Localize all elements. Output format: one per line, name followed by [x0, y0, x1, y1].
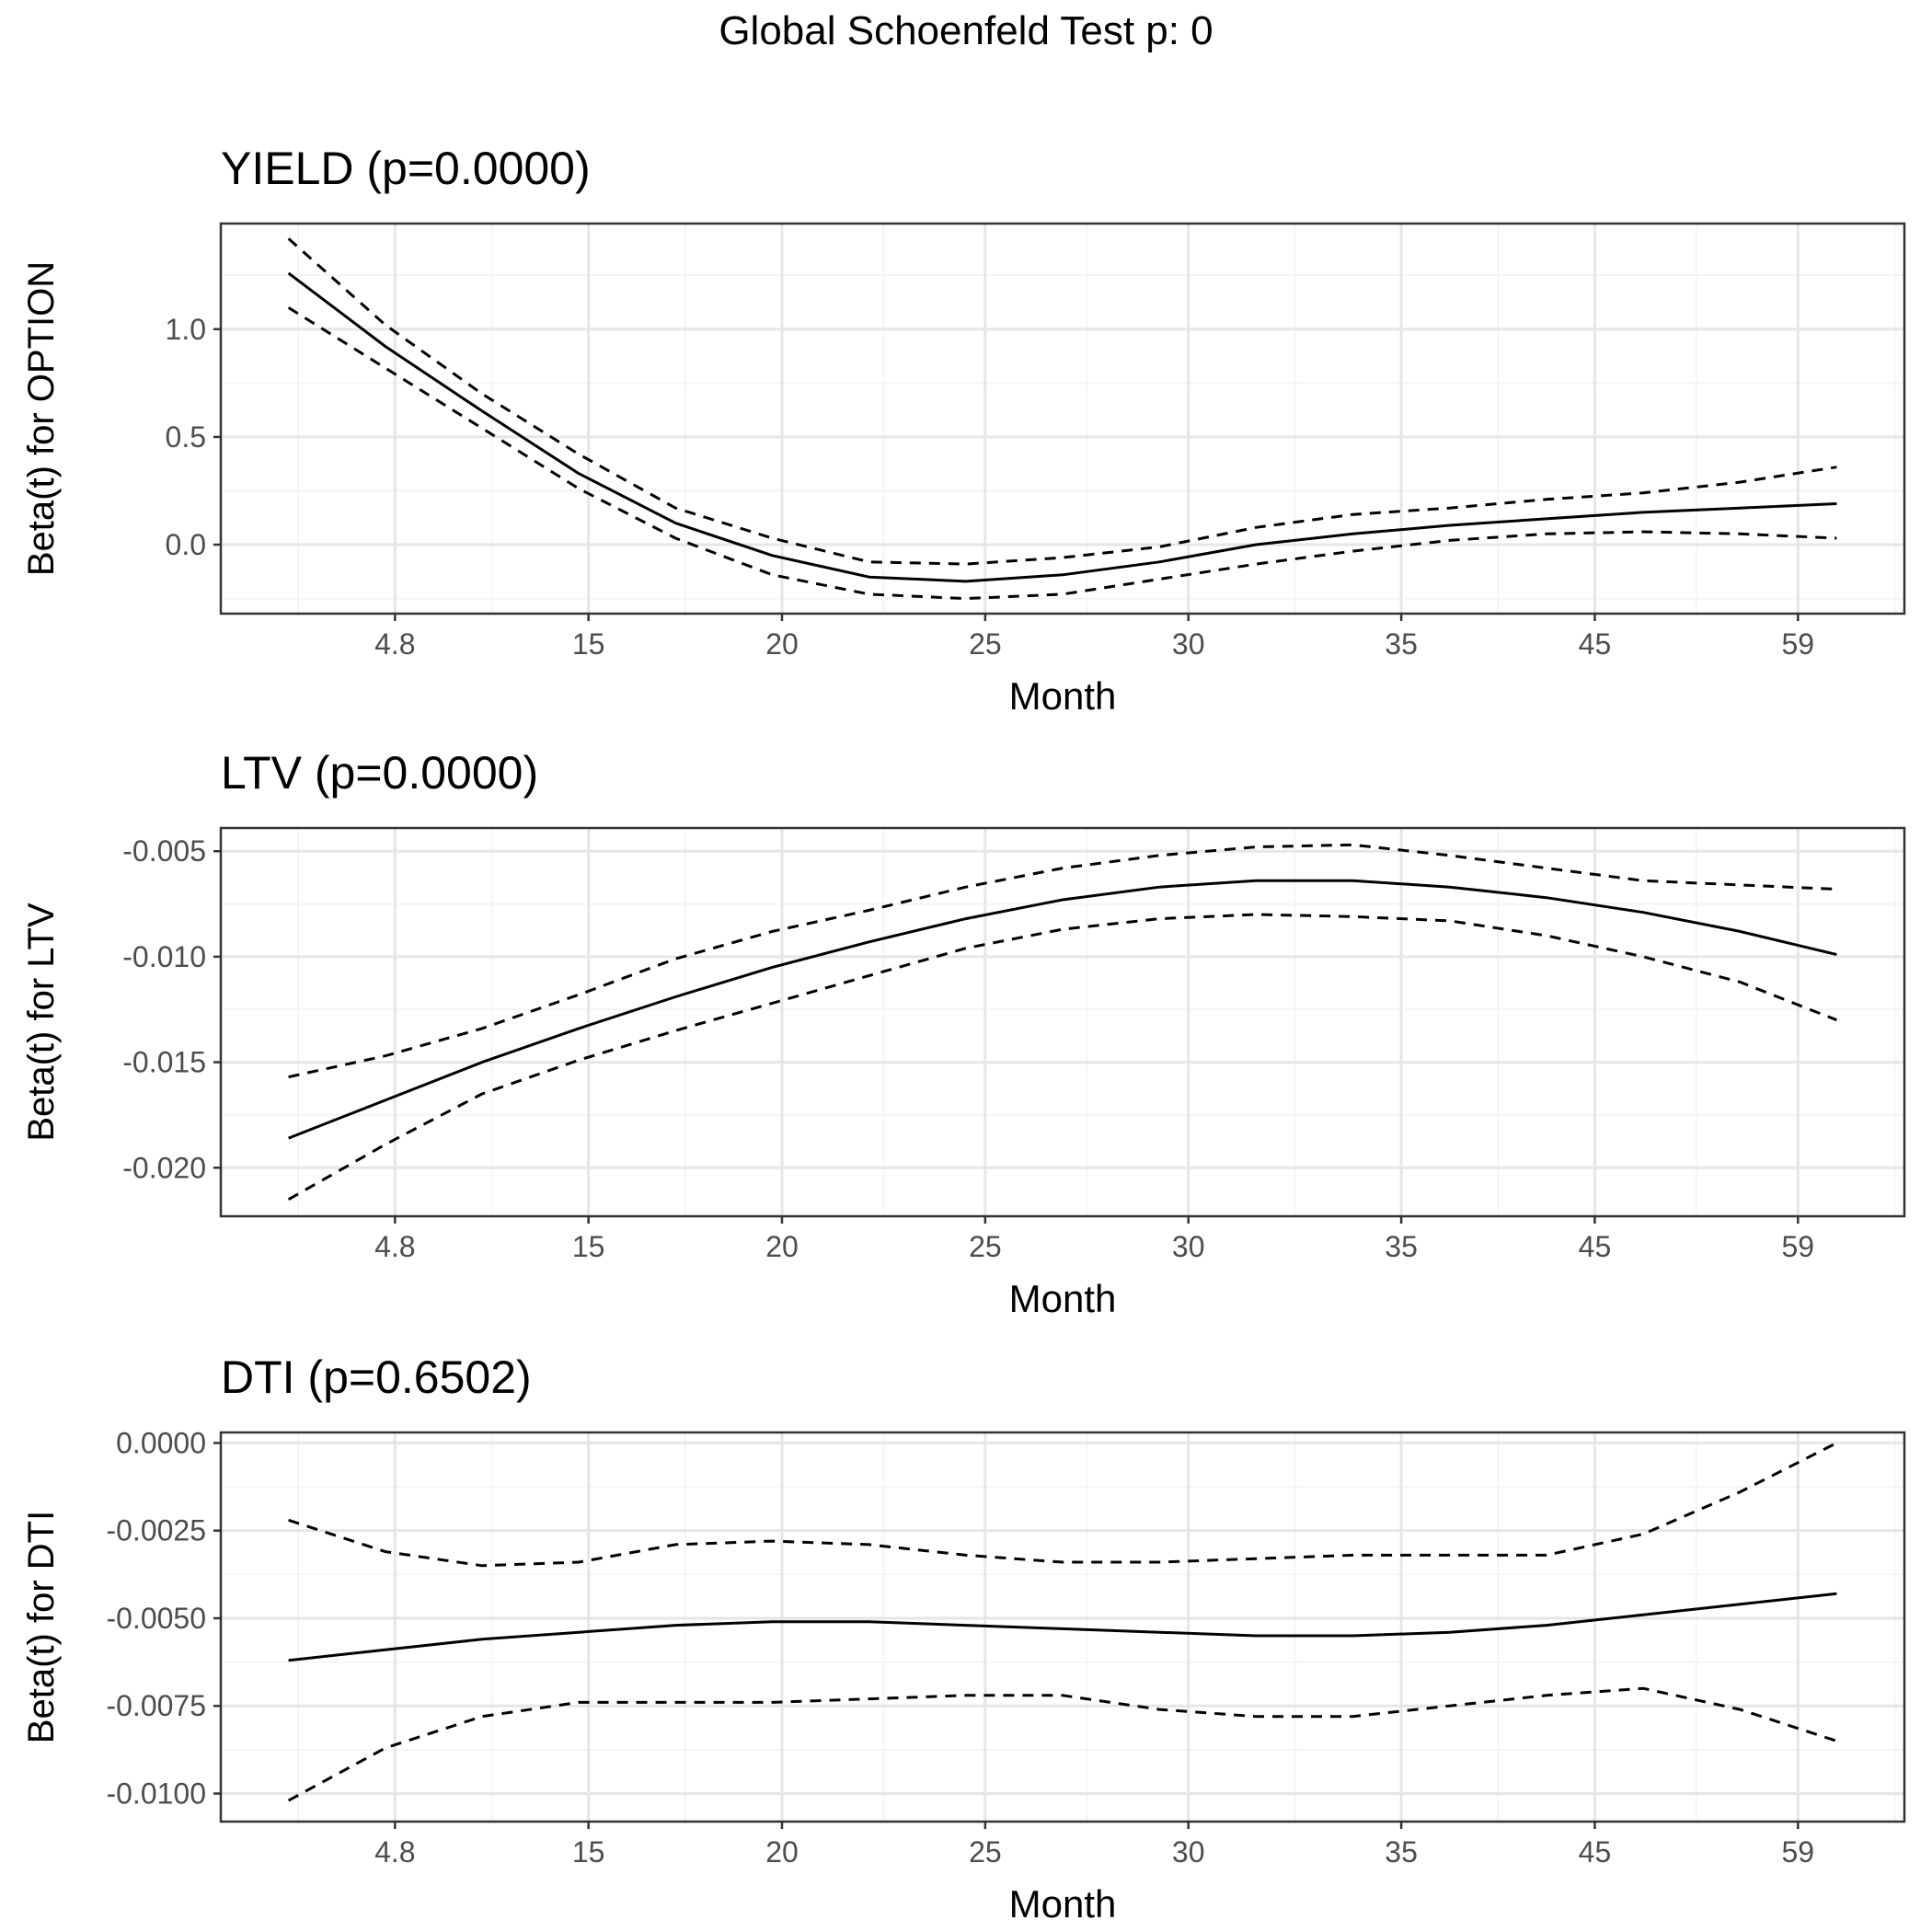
- x-tick-label: 4.8: [374, 627, 415, 661]
- y-tick-label: -0.0075: [106, 1689, 206, 1722]
- y-tick-label: 1.0: [166, 313, 206, 346]
- y-tick-label: -0.0025: [106, 1514, 206, 1547]
- panel-title-yield: YIELD (p=0.0000): [221, 143, 591, 194]
- y-tick-label: 0.0000: [116, 1426, 206, 1459]
- plot-background: [221, 1432, 1904, 1822]
- x-tick-label: 4.8: [374, 1835, 415, 1869]
- y-tick-label: -0.015: [122, 1046, 206, 1079]
- panel-border: [219, 222, 1906, 615]
- panel-border: [219, 826, 1906, 1218]
- x-tick-label: 15: [572, 1230, 605, 1263]
- series-line-upper: [288, 843, 1837, 1079]
- x-axis-label: Month: [1009, 1277, 1117, 1320]
- x-tick-label: 30: [1172, 1835, 1205, 1869]
- panel-border: [219, 1431, 1906, 1823]
- y-tick-label: -0.010: [122, 940, 206, 973]
- panel-dti: DTI (p=0.6502) -0.0100 -0.0075 -0.0050 -0.00…: [21, 1351, 1906, 1926]
- y-tick-label: -0.0050: [106, 1602, 206, 1635]
- y-tick-label: -0.020: [122, 1151, 206, 1184]
- x-tick-label: 25: [969, 627, 1002, 661]
- x-tick-label: 59: [1782, 1230, 1815, 1263]
- panel-title-dti: DTI (p=0.6502): [221, 1351, 532, 1403]
- x-tick-label: 15: [572, 627, 605, 661]
- x-tick-label: 59: [1782, 627, 1815, 661]
- series-line-estimate: [288, 879, 1837, 1140]
- x-tick-label: 25: [969, 1835, 1002, 1869]
- x-tick-label: 45: [1579, 1835, 1612, 1869]
- figure-title: Global Schoenfeld Test p: 0: [719, 8, 1213, 53]
- panel-title-ltv: LTV (p=0.0000): [221, 747, 538, 799]
- x-tick-label: 20: [765, 1835, 799, 1869]
- x-tick-label: 4.8: [374, 1230, 415, 1263]
- y-axis-label: Beta(t) for OPTION: [21, 261, 62, 576]
- x-tick-label: 59: [1782, 1835, 1815, 1869]
- x-tick-label: 25: [969, 1230, 1002, 1263]
- y-axis-label: Beta(t) for LTV: [21, 903, 62, 1142]
- plot-background: [221, 828, 1904, 1216]
- y-tick-label: -0.005: [122, 834, 206, 868]
- x-tick-label: 35: [1385, 627, 1418, 661]
- series-line-estimate: [287, 271, 1837, 583]
- x-tick-label: 15: [572, 1835, 605, 1869]
- x-tick-label: 35: [1385, 1835, 1418, 1869]
- x-tick-label: 45: [1579, 627, 1612, 661]
- x-tick-label: 30: [1172, 627, 1205, 661]
- plot-background: [221, 224, 1904, 614]
- y-tick-label: 0.5: [166, 420, 206, 454]
- x-axis-label: Month: [1009, 674, 1117, 718]
- series-line-lower: [287, 1686, 1837, 1802]
- x-tick-label: 20: [765, 627, 799, 661]
- y-tick-label: 0.0: [166, 528, 206, 561]
- y-tick-label: -0.0100: [106, 1777, 206, 1811]
- x-tick-label: 45: [1579, 1230, 1612, 1263]
- x-tick-label: 20: [765, 1230, 799, 1263]
- x-tick-label: 30: [1172, 1230, 1205, 1263]
- panel-yield: YIELD (p=0.0000) 0.0 0.5 1.0 4.8 15 20 25 30 35 45…: [21, 143, 1906, 718]
- series-line-lower: [287, 913, 1837, 1202]
- x-tick-label: 35: [1385, 1230, 1418, 1263]
- y-axis-label: Beta(t) for DTI: [21, 1511, 62, 1743]
- x-axis-label: Month: [1009, 1882, 1117, 1926]
- series-line-estimate: [288, 1592, 1837, 1662]
- panel-ltv: LTV (p=0.0000) -0.020 -0.015 -0.010 -0.005 4.…: [21, 747, 1906, 1320]
- series-line-upper: [288, 1442, 1838, 1568]
